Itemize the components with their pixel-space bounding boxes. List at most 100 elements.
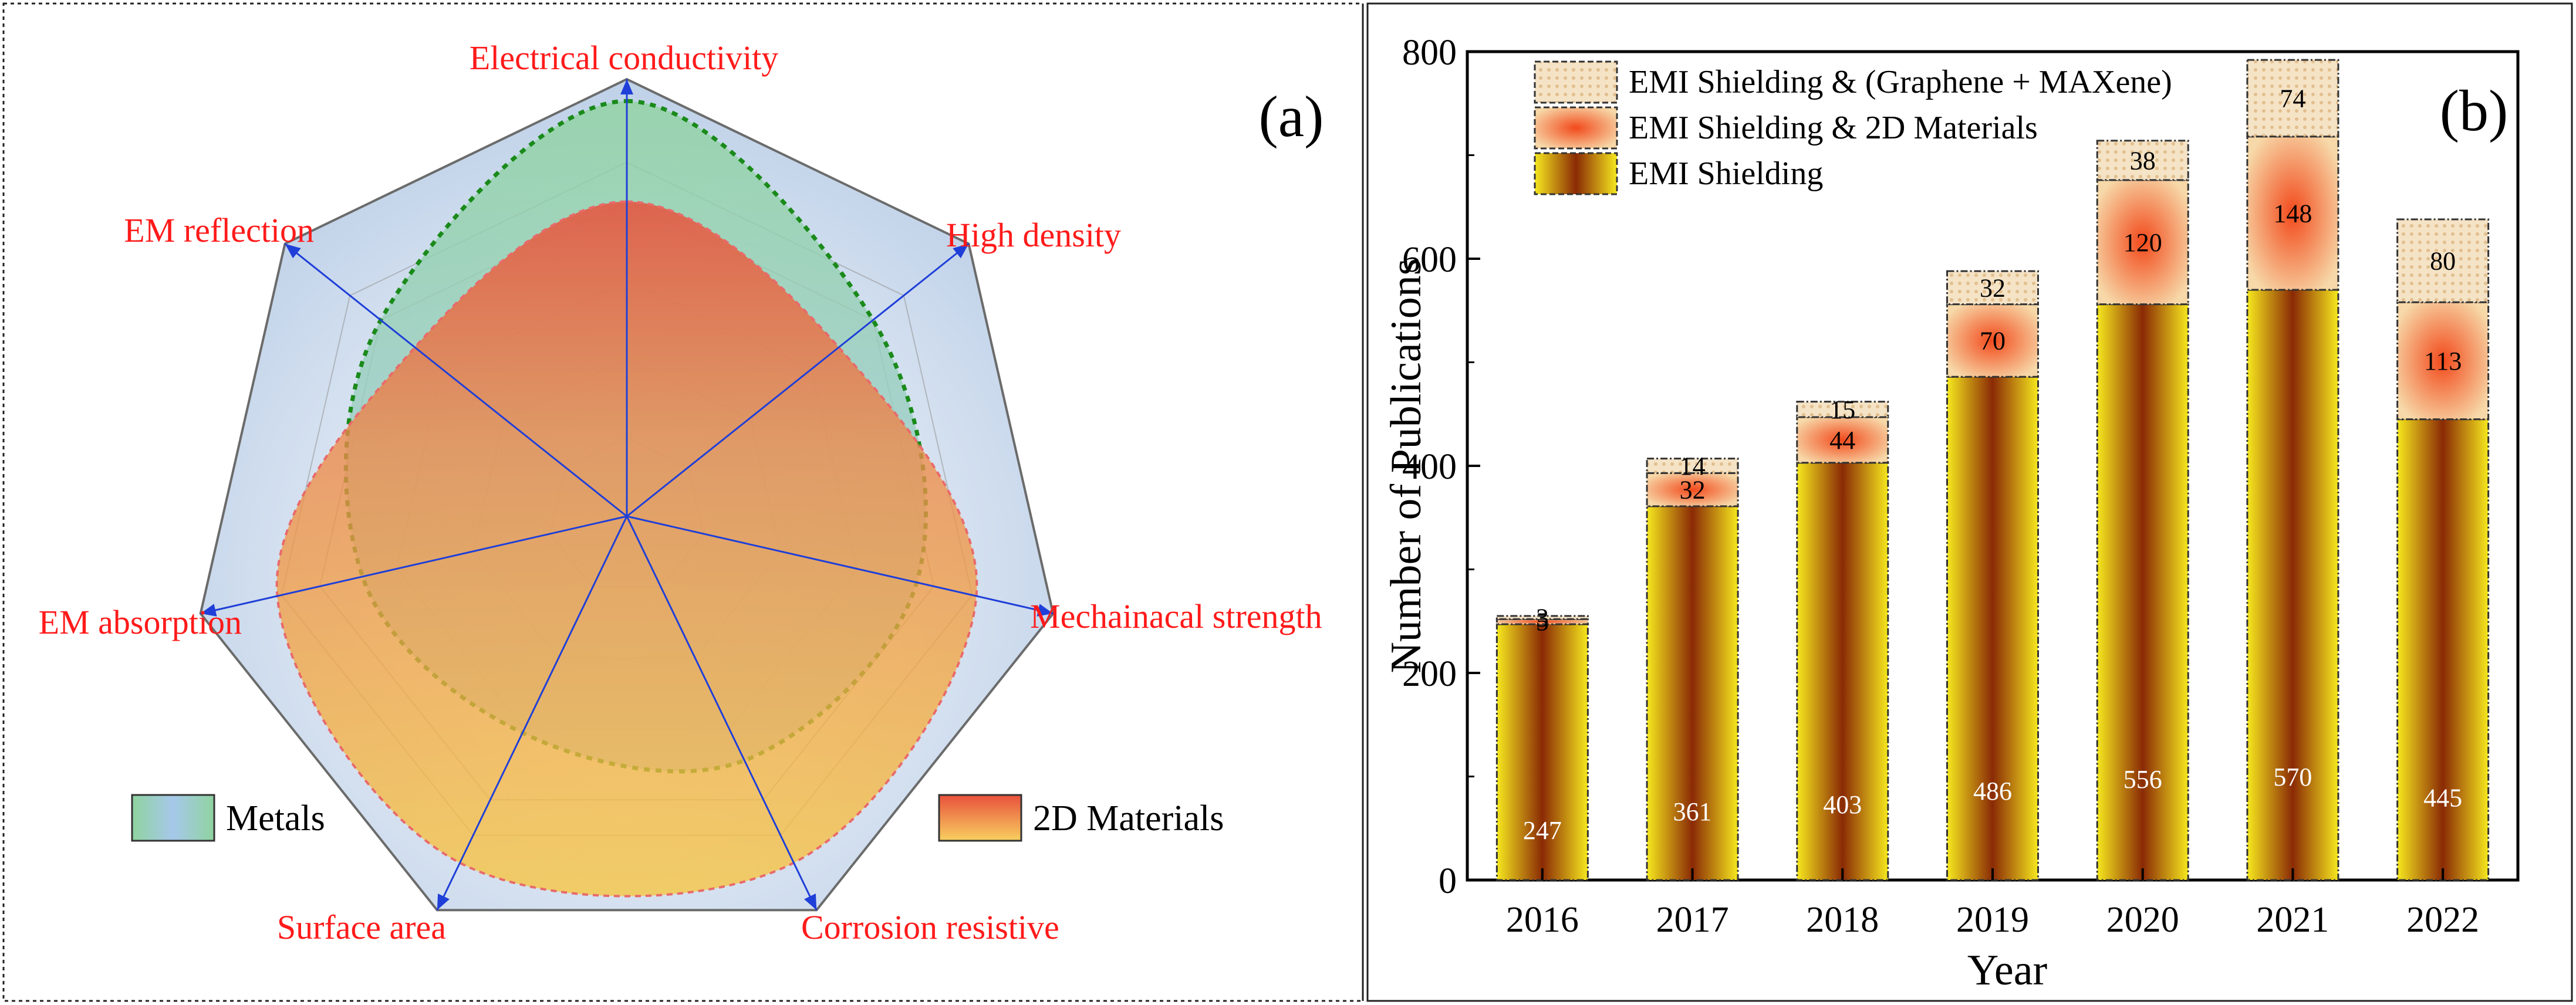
bar-value-2d-materials-2022: 113 [2424, 347, 2462, 375]
y-axis: 0 200 400 600 800 [1402, 33, 1480, 901]
radar-label-mechainacal-strength: Mechainacal strength [1030, 597, 1322, 635]
radar-axis-arrowhead [804, 894, 817, 911]
radar-axis-em-reflection [284, 243, 627, 517]
radar-label-electrical-conductivity: Electrical conductivity [470, 39, 779, 77]
radar-axis-corrosion-resistive [626, 516, 818, 911]
bar-graphene-maxene-2020 [2096, 140, 2189, 181]
bar-value-2d-materials-2017: 32 [1680, 476, 1706, 505]
panel-a-frame [2, 2, 1364, 1002]
y-tick-label: 0 [1439, 861, 1457, 901]
bar-value-graphene-maxene-2019: 32 [1980, 273, 2006, 302]
radar-axis-high-density [626, 243, 970, 517]
bar-emi-shielding-2016 [1495, 623, 1589, 881]
y-tick-label: 400 [1402, 447, 1457, 487]
radar-series [275, 99, 978, 898]
bar-value-emi-shielding-2019: 486 [1973, 777, 2012, 806]
radar-axis-arrowhead [953, 243, 969, 259]
radar-label-high-density: High density [946, 216, 1121, 254]
radar-axis-arrowhead [1037, 604, 1054, 617]
x-tick-label-2020: 2020 [2106, 900, 2179, 940]
x-tick-label-2019: 2019 [1956, 900, 2029, 940]
x-tick-label-2022: 2022 [2406, 900, 2479, 940]
bar-value-graphene-maxene-2017: 14 [1680, 452, 1706, 480]
radar-label-corrosion-resistive: Corrosion resistive [801, 908, 1059, 946]
radar-legend-2d: 2D Materials [938, 794, 1224, 842]
radar-axis-arrowhead [437, 894, 450, 911]
radar-legend-metals: Metals [131, 794, 325, 842]
radar-label-em-reflection: EM reflection [124, 211, 314, 249]
legend-label-2d-materials: EMI Shielding & 2D Materials [1629, 110, 2038, 146]
legend-label-2d: 2D Materials [1033, 798, 1224, 838]
bar-2d-materials-2022 [2396, 301, 2490, 421]
bar-legend-2d-materials: EMI Shielding & 2D Materials [1534, 106, 2038, 150]
bar-value-emi-shielding-2020: 556 [2123, 765, 2162, 794]
radar-axis-mechainacal-strength [626, 515, 1054, 615]
bar-value-emi-shielding-2016: 247 [1523, 816, 1562, 845]
bar-emi-shielding-2020 [2096, 303, 2189, 881]
bar-value-emi-shielding-2018: 403 [1823, 790, 1862, 819]
panel-b-frame [1366, 2, 2573, 1002]
bar-graphene-maxene-2021 [2246, 59, 2339, 138]
radar-axis-arrowhead [200, 604, 217, 617]
radar-axis-surface-area [436, 516, 628, 911]
x-axis: 2016 2017 2018 2019 2020 2021 2022 [1506, 868, 2479, 940]
bar-value-2d-materials-2016: 5 [1536, 608, 1549, 637]
radar-label-surface-area: Surface area [277, 908, 446, 946]
bar-2d-materials-2018 [1796, 416, 1889, 464]
radar-chart: Electrical conductivity High density Mecha… [39, 39, 1322, 946]
bar-value-2d-materials-2020: 120 [2123, 228, 2162, 257]
radar-label-em-absorption: EM absorption [39, 603, 242, 641]
x-tick-label-2017: 2017 [1656, 900, 1729, 940]
bar-graphene-maxene-2018 [1796, 401, 1889, 418]
bar-legend-emi-shielding: EMI Shielding [1534, 152, 1823, 195]
bar-emi-shielding-2021 [2246, 289, 2339, 881]
radar-axis-arrowhead [285, 243, 301, 259]
legend-swatch-2d-materials [1534, 106, 1618, 150]
y-tick-label: 600 [1402, 240, 1457, 280]
y-tick-label: 200 [1402, 654, 1457, 694]
panel-a-tag: (a) [1259, 84, 1324, 149]
bar-graphene-maxene-2017 [1646, 458, 1739, 474]
bar-emi-shielding-2022 [2396, 418, 2490, 881]
bar-graphene-maxene-2016 [1495, 615, 1589, 620]
x-tick-label-2018: 2018 [1806, 900, 1879, 940]
legend-swatch-emi-shielding [1534, 152, 1618, 195]
bar-emi-shielding-2017 [1646, 505, 1739, 881]
bar-value-graphene-maxene-2016: 3 [1536, 604, 1549, 632]
bar-value-emi-shielding-2022: 445 [2423, 783, 2462, 812]
legend-label-metals: Metals [226, 798, 325, 838]
bar-value-emi-shielding-2017: 361 [1673, 797, 1712, 826]
radar-axis-labels: Electrical conductivity High density Mecha… [39, 39, 1322, 946]
radar-axis-arrowhead [620, 79, 633, 94]
bars: 2475336132144034415486703255612038570148… [1495, 59, 2490, 881]
legend-swatch-2d [938, 794, 1022, 842]
legend-label-emi-shielding: EMI Shielding [1629, 155, 1823, 192]
bar-emi-shielding-2018 [1796, 462, 1889, 881]
bar-value-graphene-maxene-2022: 80 [2430, 247, 2456, 276]
bar-value-2d-materials-2019: 70 [1980, 326, 2006, 355]
legend-label-graphene-maxene: EMI Shielding & (Graphene + MAXene) [1629, 64, 2172, 100]
bar-value-2d-materials-2018: 44 [1829, 426, 1855, 455]
bar-legend: EMI Shielding & (Graphene + MAXene) EMI … [1534, 60, 2172, 195]
y-axis-title: Number of Publications [1382, 258, 1430, 673]
panel-b-tag: (b) [2440, 78, 2509, 143]
bar-2d-materials-2019 [1946, 303, 2039, 378]
bar-value-graphene-maxene-2020: 38 [2130, 146, 2156, 175]
x-axis-title: Year [1967, 946, 2047, 994]
bar-value-graphene-maxene-2018: 15 [1829, 395, 1855, 424]
radar-series-2d-materials [275, 200, 978, 898]
legend-swatch-metals [131, 794, 215, 842]
radar-axes [200, 79, 1054, 911]
bar-value-graphene-maxene-2021: 74 [2280, 84, 2305, 113]
bar-value-2d-materials-2021: 148 [2273, 199, 2312, 228]
y-tick-label: 800 [1402, 33, 1457, 73]
bar-value-emi-shielding-2021: 570 [2273, 763, 2312, 791]
bar-graphene-maxene-2019 [1946, 270, 2039, 306]
bar-graphene-maxene-2022 [2396, 218, 2490, 303]
x-tick-label-2021: 2021 [2256, 900, 2329, 940]
radar-axis-em-absorption [200, 515, 627, 615]
legend-swatch-graphene-maxene [1534, 60, 1618, 104]
x-tick-label-2016: 2016 [1506, 900, 1579, 940]
